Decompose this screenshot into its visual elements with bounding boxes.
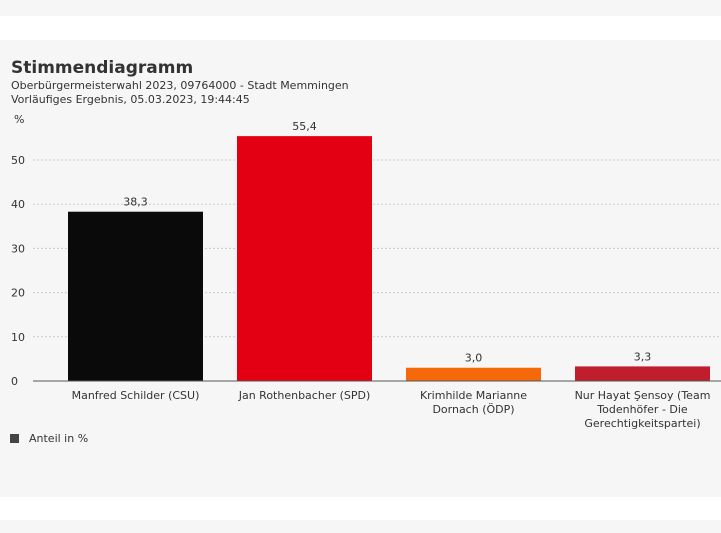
data-label: 55,4: [292, 120, 317, 133]
x-tick-label: Dornach (ÖDP): [432, 403, 514, 416]
y-tick-label: 40: [11, 198, 25, 211]
chart-subtitle: Oberbürgermeisterwahl 2023, 09764000 - S…: [11, 79, 349, 92]
bottom-strip: [0, 520, 721, 533]
y-tick-label: 50: [11, 154, 25, 167]
legend-label: Anteil in %: [29, 432, 89, 445]
legend[interactable]: Anteil in %: [10, 432, 88, 445]
result-status: Vorläufiges Ergebnis, 05.03.2023, 19:44:…: [11, 93, 250, 106]
bar: [237, 136, 372, 381]
x-tick-label: Manfred Schilder (CSU): [72, 389, 200, 402]
chart-panel: Stimmendiagramm Oberbürgermeisterwahl 20…: [0, 40, 721, 497]
y-tick-label: 10: [11, 331, 25, 344]
data-label: 3,0: [465, 352, 483, 365]
bar: [68, 211, 203, 381]
data-label: 3,3: [634, 350, 652, 363]
bar: [406, 367, 541, 381]
x-tick-label: Jan Rothenbacher (SPD): [238, 389, 371, 402]
chart-title: Stimmendiagramm: [11, 58, 194, 78]
y-tick-label: 20: [11, 287, 25, 300]
data-label: 38,3: [123, 196, 148, 209]
y-axis-label: %: [14, 113, 24, 126]
x-tick-label: Gerechtigkeitspartei): [584, 417, 700, 430]
y-tick-label: 0: [11, 375, 18, 388]
x-tick-label: Krimhilde Marianne: [420, 389, 527, 402]
legend-swatch: [10, 434, 19, 443]
bar: [575, 366, 710, 381]
y-tick-label: 30: [11, 242, 25, 255]
x-tick-label: Todenhöfer - Die: [596, 403, 688, 416]
x-tick-label: Nur Hayat Şensoy (Team: [575, 389, 711, 402]
top-strip: [0, 0, 721, 16]
bar-chart: % 0 10 20 30 40 50 38,3 Manfred Schilder (CSU) 55…: [11, 113, 721, 430]
